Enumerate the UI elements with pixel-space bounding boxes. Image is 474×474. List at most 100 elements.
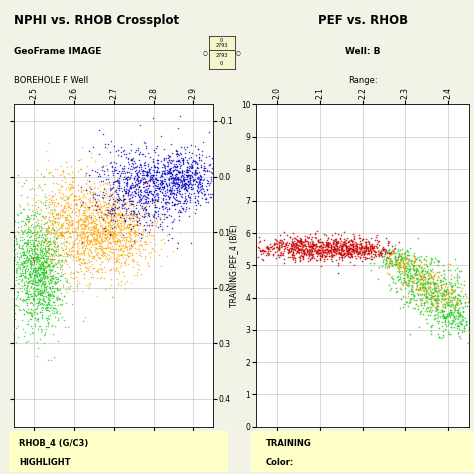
Point (42, 230, 49, 237)
Point (28, 237, 36, 244)
Point (171, 175, 178, 183)
Point (281, 255, 288, 263)
Point (36, 264, 44, 272)
Point (208, 173, 215, 181)
Point (123, 199, 130, 206)
Point (76, 207, 83, 214)
Point (36, 231, 43, 238)
Point (276, 251, 283, 259)
Point (12, 268, 20, 275)
Point (194, 173, 201, 181)
Point (428, 271, 435, 279)
Point (300, 241, 307, 249)
Point (100, 252, 108, 259)
Point (47, 274, 55, 282)
Point (170, 179, 177, 187)
Point (91, 237, 99, 245)
Point (364, 246, 372, 254)
Point (13, 258, 21, 266)
Point (196, 168, 203, 175)
Point (173, 162, 180, 170)
Point (378, 263, 386, 270)
Point (21, 226, 29, 234)
Point (464, 339, 472, 347)
Point (26, 238, 34, 246)
Point (50, 205, 57, 212)
Point (336, 249, 344, 256)
Point (107, 215, 115, 222)
Point (34, 196, 42, 203)
Point (38, 258, 46, 265)
Point (388, 256, 395, 264)
Point (183, 158, 191, 166)
Point (76, 221, 84, 229)
Point (140, 171, 148, 178)
Point (49, 262, 57, 270)
Point (126, 210, 133, 218)
Point (30, 289, 38, 296)
Point (429, 289, 437, 296)
Point (357, 246, 365, 253)
Point (423, 267, 431, 275)
Point (23, 199, 31, 207)
Point (93, 231, 101, 239)
Point (57, 263, 65, 270)
Point (353, 240, 361, 248)
Point (45, 312, 52, 319)
Point (275, 238, 283, 246)
Point (141, 178, 148, 185)
Point (87, 199, 94, 206)
Point (347, 252, 355, 260)
Point (200, 190, 208, 197)
Point (91, 245, 99, 253)
Point (179, 179, 186, 187)
Point (89, 232, 96, 239)
Point (20, 247, 27, 255)
Point (451, 293, 459, 301)
Point (107, 223, 114, 231)
Point (182, 183, 189, 191)
Point (97, 177, 104, 184)
Point (51, 206, 59, 213)
Text: Range:: Range: (348, 76, 377, 85)
Point (114, 252, 122, 260)
Point (127, 235, 134, 243)
Point (125, 221, 133, 228)
Point (105, 196, 112, 204)
Point (133, 180, 140, 187)
Point (183, 166, 191, 173)
Point (117, 259, 125, 267)
Point (169, 156, 177, 164)
Point (22, 337, 29, 345)
Point (349, 246, 357, 254)
Point (98, 213, 106, 220)
Point (160, 179, 167, 187)
Point (154, 156, 161, 164)
Point (121, 187, 128, 195)
Point (328, 243, 335, 251)
Point (415, 253, 423, 261)
Point (447, 302, 455, 310)
Point (403, 246, 410, 254)
Point (126, 249, 133, 256)
Point (12, 235, 20, 242)
Point (51, 244, 58, 251)
Point (39, 288, 46, 296)
Point (430, 289, 438, 296)
Point (116, 264, 124, 271)
Point (442, 290, 450, 298)
Point (330, 251, 338, 259)
Point (98, 237, 105, 244)
Point (145, 187, 153, 195)
Point (135, 180, 142, 187)
Point (425, 274, 432, 282)
Point (21, 263, 29, 270)
Point (24, 320, 31, 328)
Point (89, 229, 96, 237)
Point (30, 247, 37, 255)
Point (432, 295, 439, 303)
Point (93, 236, 101, 244)
Point (217, 185, 224, 193)
Point (144, 172, 152, 179)
Point (76, 194, 84, 202)
